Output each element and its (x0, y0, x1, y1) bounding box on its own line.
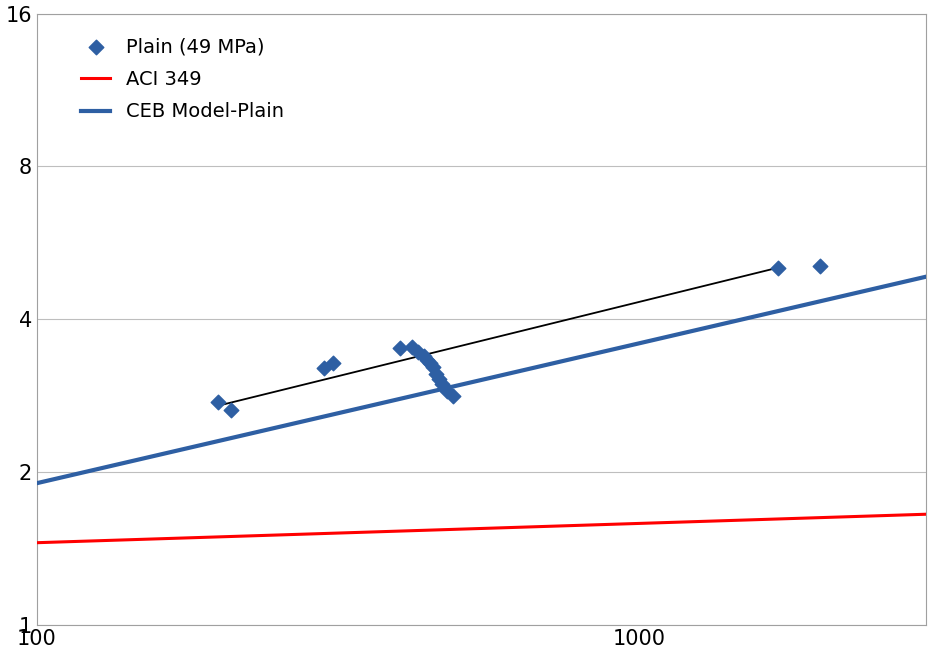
Plain (49 MPa) (224, 405, 239, 415)
CEB Model-Plain (876, 283, 887, 291)
ACI 349 (876, 512, 887, 519)
Plain (49 MPa) (813, 260, 828, 271)
CEB Model-Plain (197, 441, 208, 449)
Plain (49 MPa) (434, 379, 449, 389)
ACI 349 (845, 513, 857, 521)
ACI 349 (67, 538, 78, 546)
CEB Model-Plain (32, 479, 43, 487)
CEB Model-Plain (85, 467, 96, 475)
CEB Model-Plain (845, 290, 857, 298)
Plain (49 MPa) (445, 391, 460, 402)
Plain (49 MPa) (211, 396, 226, 407)
Plain (49 MPa) (423, 358, 438, 368)
Plain (49 MPa) (440, 386, 455, 397)
ACI 349 (268, 531, 280, 539)
Legend: Plain (49 MPa), ACI 349, CEB Model-Plain: Plain (49 MPa), ACI 349, CEB Model-Plain (74, 29, 292, 129)
Plain (49 MPa) (429, 369, 444, 379)
Plain (49 MPa) (771, 263, 786, 273)
CEB Model-Plain (921, 272, 932, 280)
ACI 349 (85, 537, 96, 545)
ACI 349 (197, 533, 208, 541)
Plain (49 MPa) (411, 346, 426, 357)
Plain (49 MPa) (432, 373, 446, 384)
Plain (49 MPa) (325, 358, 340, 368)
Plain (49 MPa) (420, 355, 435, 365)
Plain (49 MPa) (417, 351, 432, 362)
CEB Model-Plain (67, 471, 78, 479)
Plain (49 MPa) (317, 363, 332, 373)
ACI 349 (921, 510, 932, 518)
ACI 349 (32, 539, 43, 547)
Plain (49 MPa) (392, 343, 407, 354)
Plain (49 MPa) (426, 362, 441, 372)
CEB Model-Plain (268, 424, 280, 432)
Line: ACI 349: ACI 349 (37, 514, 926, 543)
Plain (49 MPa) (404, 342, 419, 352)
Line: CEB Model-Plain: CEB Model-Plain (37, 276, 926, 483)
